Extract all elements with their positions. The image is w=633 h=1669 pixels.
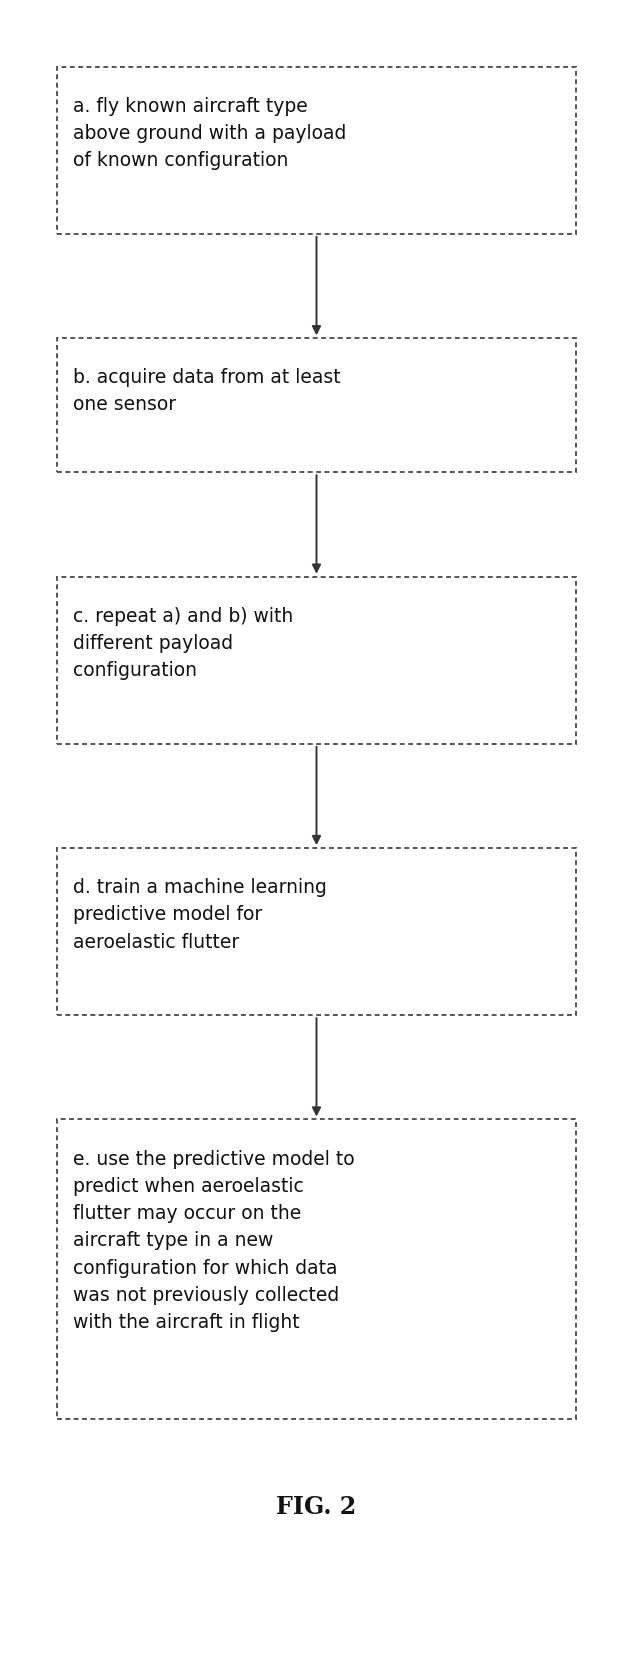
Text: d. train a machine learning
predictive model for
aeroelastic flutter: d. train a machine learning predictive m… <box>73 878 327 951</box>
Text: e. use the predictive model to
predict when aeroelastic
flutter may occur on the: e. use the predictive model to predict w… <box>73 1150 354 1332</box>
FancyBboxPatch shape <box>57 848 576 1015</box>
Text: b. acquire data from at least
one sensor: b. acquire data from at least one sensor <box>73 369 341 414</box>
Text: c. repeat a) and b) with
different payload
configuration: c. repeat a) and b) with different paylo… <box>73 606 293 681</box>
FancyBboxPatch shape <box>57 576 576 744</box>
Text: a. fly known aircraft type
above ground with a payload
of known configuration: a. fly known aircraft type above ground … <box>73 97 346 170</box>
Text: FIG. 2: FIG. 2 <box>277 1495 356 1519</box>
FancyBboxPatch shape <box>57 1120 576 1419</box>
FancyBboxPatch shape <box>57 67 576 234</box>
FancyBboxPatch shape <box>57 339 576 472</box>
